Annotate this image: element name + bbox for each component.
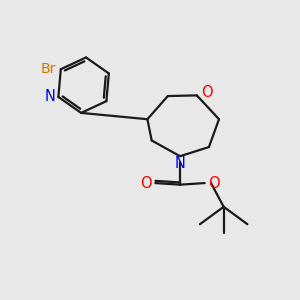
Text: O: O xyxy=(140,176,152,190)
Text: O: O xyxy=(208,176,220,190)
Text: Br: Br xyxy=(41,61,56,76)
Text: N: N xyxy=(175,156,185,171)
Text: N: N xyxy=(45,89,56,104)
Text: O: O xyxy=(201,85,213,100)
